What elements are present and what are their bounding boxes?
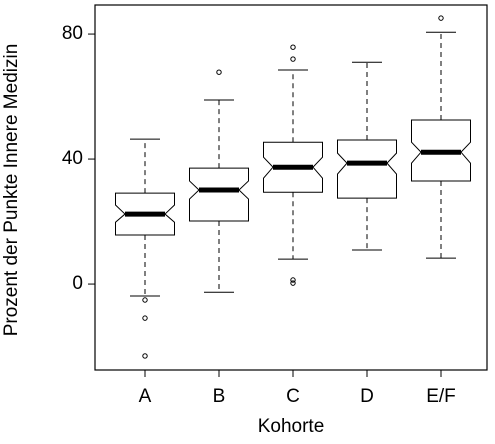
y-tick-label: 80	[62, 23, 83, 44]
x-tick-label: D	[360, 386, 374, 407]
y-tick-label: 40	[62, 148, 83, 169]
x-axis-label: Kohorte	[258, 416, 325, 437]
box	[189, 167, 249, 222]
box	[337, 139, 397, 199]
x-tick-label: C	[286, 386, 300, 407]
outlier	[290, 280, 296, 286]
outlier	[290, 56, 296, 62]
outlier	[142, 297, 148, 303]
y-tick-label: 0	[72, 273, 83, 294]
x-tick-label: A	[139, 386, 152, 407]
outlier	[438, 15, 444, 21]
outlier	[142, 353, 148, 359]
plot-frame	[94, 4, 488, 371]
x-tick-label: E/F	[426, 386, 456, 407]
outlier	[142, 315, 148, 321]
outlier	[290, 44, 296, 50]
x-tick-label: B	[213, 386, 226, 407]
y-axis-label: Prozent der Punkte Innere Medizin	[1, 44, 22, 337]
outlier	[216, 69, 222, 75]
outlier	[290, 277, 296, 283]
